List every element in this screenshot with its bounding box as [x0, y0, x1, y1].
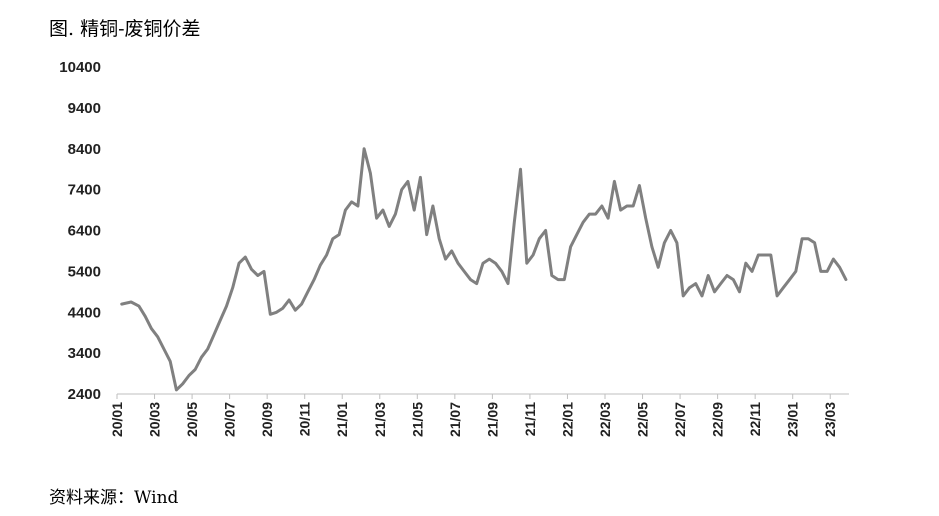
- source-note: 资料来源：Wind: [49, 488, 179, 508]
- x-tick-label: 22/05: [635, 402, 651, 437]
- x-tick-label: 22/11: [747, 402, 763, 436]
- y-tick-label: 4400: [68, 304, 101, 321]
- x-tick-label: 20/09: [259, 402, 275, 437]
- x-tick-label: 21/03: [372, 402, 388, 437]
- x-tick-label: 20/01: [109, 402, 125, 437]
- x-tick-label: 20/07: [222, 402, 238, 437]
- x-tick-label: 21/09: [484, 402, 500, 437]
- x-tick-label: 21/05: [409, 402, 425, 437]
- x-tick-label: 20/11: [297, 402, 313, 436]
- y-tick-label: 5400: [68, 263, 101, 280]
- x-tick-label: 20/05: [184, 402, 200, 437]
- x-tick-label: 23/03: [822, 402, 838, 437]
- x-tick-label: 21/07: [447, 402, 463, 437]
- x-tick-label: 20/03: [147, 402, 163, 437]
- y-tick-label: 10400: [59, 59, 101, 76]
- x-tick-label: 22/07: [672, 402, 688, 437]
- x-tick-label: 21/11: [522, 402, 538, 436]
- y-tick-label: 7400: [68, 182, 101, 199]
- x-tick-label: 22/03: [597, 402, 613, 437]
- figure-title: 图. 精铜-废铜价差: [49, 18, 201, 40]
- x-tick-label: 22/01: [559, 402, 575, 437]
- series-line: [120, 147, 848, 392]
- x-tick-label: 21/01: [334, 402, 350, 437]
- x-axis: 20/01 20/03 20/05 20/07 20/09 20/11 21/01 21/03…: [109, 394, 838, 437]
- x-tick-label: 23/01: [785, 402, 801, 437]
- y-tick-label: 6400: [68, 223, 101, 240]
- y-tick-label: 8400: [68, 141, 101, 158]
- y-tick-label: 3400: [68, 345, 101, 362]
- x-tick-label: 22/09: [710, 402, 726, 437]
- y-tick-label: 2400: [68, 386, 101, 403]
- y-tick-label: 9400: [68, 100, 101, 117]
- y-axis: 2400 3400 4400 5400 6400 7400 8400 9400 10400: [59, 59, 101, 403]
